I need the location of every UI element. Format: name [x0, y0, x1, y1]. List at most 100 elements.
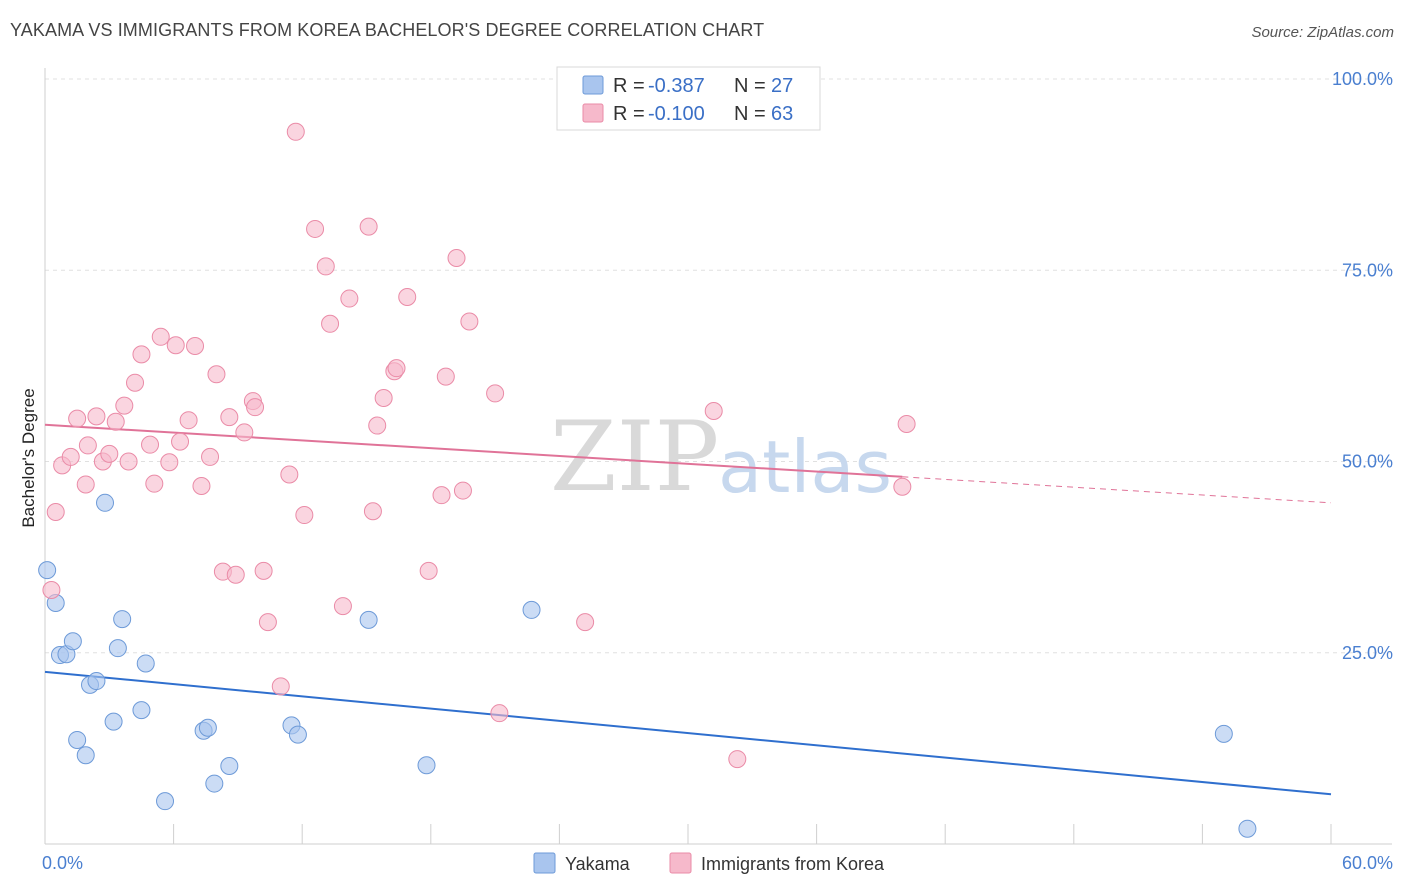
- x-tick-label: 0.0%: [42, 853, 83, 873]
- point-korea: [220, 408, 239, 427]
- point-yakama: [205, 774, 224, 793]
- point-yakama: [136, 654, 155, 673]
- point-korea: [436, 367, 455, 386]
- y-tick-label: 100.0%: [1332, 69, 1393, 89]
- point-korea: [100, 444, 119, 463]
- point-korea: [235, 423, 254, 442]
- point-korea: [576, 613, 595, 632]
- point-korea: [126, 373, 145, 392]
- point-korea: [368, 416, 387, 435]
- series-legend: Yakama Immigrants from Korea: [533, 852, 885, 874]
- point-korea: [46, 502, 65, 521]
- point-korea: [387, 359, 406, 378]
- point-korea: [340, 289, 359, 308]
- stats-box: R = -0.387 N = 27 R = -0.100 N = 63: [556, 66, 821, 131]
- point-yakama: [96, 493, 115, 512]
- point-korea: [166, 336, 185, 355]
- point-korea: [226, 565, 245, 584]
- point-korea: [106, 412, 125, 431]
- point-yakama: [76, 746, 95, 765]
- stats-swatch-yakama: [582, 75, 604, 95]
- point-yakama: [68, 730, 87, 749]
- point-yakama: [104, 712, 123, 731]
- source-credit: Source: ZipAtlas.com: [1251, 24, 1394, 41]
- trend-lines: [44, 423, 1332, 796]
- point-korea: [207, 365, 226, 384]
- point-korea: [115, 396, 134, 415]
- point-korea: [76, 475, 95, 494]
- point-korea: [704, 402, 723, 421]
- legend-label-yakama: Yakama: [565, 854, 631, 874]
- point-korea: [132, 345, 151, 364]
- point-yakama: [108, 639, 127, 658]
- point-yakama: [1238, 819, 1257, 838]
- point-korea: [363, 502, 382, 521]
- point-korea: [897, 415, 916, 434]
- point-korea: [321, 314, 340, 333]
- trendline-korea-extension: [902, 476, 1332, 504]
- axes: [44, 68, 1392, 845]
- legend-swatch-yakama: [533, 852, 556, 874]
- stats-n-value-yakama: 27: [771, 75, 793, 97]
- point-korea: [246, 398, 265, 417]
- data-points: [38, 122, 1257, 838]
- point-korea: [447, 249, 466, 268]
- point-korea: [145, 474, 164, 493]
- point-yakama: [522, 600, 541, 619]
- point-korea: [453, 481, 472, 500]
- point-yakama: [156, 792, 175, 811]
- stats-n-label: N =: [734, 103, 766, 125]
- point-yakama: [359, 610, 378, 629]
- point-korea: [306, 219, 325, 238]
- point-korea: [460, 312, 479, 331]
- point-korea: [68, 409, 87, 428]
- stats-r-value-yakama: -0.387: [648, 75, 705, 97]
- point-korea: [374, 389, 393, 408]
- point-korea: [316, 257, 335, 276]
- point-korea: [171, 432, 190, 451]
- tick-labels: 25.0% 50.0% 75.0% 100.0% 0.0% 60.0%: [42, 69, 1393, 873]
- point-korea: [280, 465, 299, 484]
- point-korea: [254, 561, 273, 580]
- chart-title: YAKAMA VS IMMIGRANTS FROM KOREA BACHELOR…: [10, 20, 765, 40]
- point-yakama: [417, 756, 436, 775]
- stats-r-label: R =: [613, 103, 645, 125]
- point-korea: [160, 453, 179, 472]
- stats-r-value-korea: -0.100: [648, 103, 705, 125]
- point-korea: [186, 336, 205, 355]
- point-korea: [201, 447, 220, 466]
- point-yakama: [132, 701, 151, 720]
- stats-swatch-korea: [582, 103, 604, 123]
- legend-label-korea: Immigrants from Korea: [701, 854, 885, 874]
- point-yakama: [198, 718, 217, 737]
- point-korea: [486, 384, 505, 403]
- point-korea: [295, 506, 314, 525]
- point-korea: [192, 476, 211, 495]
- point-yakama: [1214, 724, 1233, 743]
- point-korea: [42, 581, 61, 600]
- point-korea: [398, 288, 417, 307]
- point-yakama: [63, 632, 82, 651]
- point-korea: [432, 486, 451, 505]
- point-yakama: [113, 610, 132, 629]
- point-korea: [333, 597, 352, 616]
- point-korea: [271, 677, 290, 696]
- point-korea: [179, 411, 198, 430]
- y-axis-label: Bachelor's Degree: [19, 388, 38, 527]
- point-korea: [119, 452, 138, 471]
- point-korea: [893, 477, 912, 496]
- legend-swatch-korea: [669, 852, 692, 874]
- y-tick-label: 25.0%: [1342, 643, 1393, 663]
- point-yakama: [38, 561, 57, 580]
- point-korea: [87, 407, 106, 426]
- point-yakama: [220, 756, 239, 775]
- y-tick-label: 50.0%: [1342, 452, 1393, 472]
- point-yakama: [87, 672, 106, 691]
- point-korea: [78, 436, 97, 455]
- point-korea: [141, 435, 160, 454]
- point-yakama: [288, 725, 307, 744]
- point-korea: [61, 447, 80, 466]
- point-korea: [258, 613, 277, 632]
- point-korea: [359, 217, 378, 236]
